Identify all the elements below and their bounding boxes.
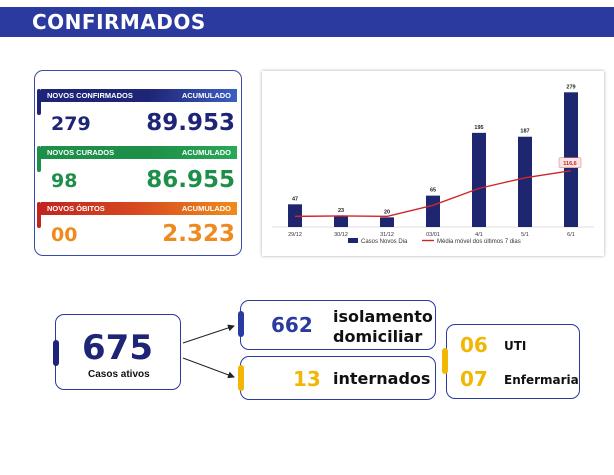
bar-value-label: 65 <box>430 188 436 194</box>
deaths-new: 00 <box>51 224 78 246</box>
bar-29/12 <box>288 204 302 227</box>
moving-average-badge <box>558 157 582 168</box>
isolation-label-line1: isolamento <box>333 307 433 326</box>
isolation-label-line2: domiciliar <box>333 327 423 346</box>
cases-chart: 47 29/12 23 30/12 20 31/12 65 03/01 195 4/1 187 5/1… <box>272 84 594 245</box>
bar-4/1 <box>472 132 486 227</box>
x-tick-label: 30/12 <box>334 232 348 238</box>
x-tick-label: 03/01 <box>426 232 440 238</box>
deaths-label: NOVOS ÓBITOS <box>47 204 105 213</box>
active-accent <box>53 340 59 366</box>
bar-31/12 <box>380 217 394 227</box>
icu-count: 06 <box>460 333 488 357</box>
isolation-count: 662 <box>271 313 313 337</box>
hospitalized-accent <box>238 365 244 391</box>
deaths-accent <box>37 202 41 228</box>
icu-label: UTI <box>504 339 527 353</box>
ward-label: Enfermaria <box>504 373 579 387</box>
confirmed-new: 279 <box>51 113 91 135</box>
arrow-to-hospitalized <box>182 357 235 379</box>
legend-line-label: Média móvel dos últimos 7 dias <box>437 239 521 245</box>
x-tick-label: 6/1 <box>567 232 575 238</box>
recovered-acc-label: ACUMULADO <box>181 148 231 157</box>
header-banner: CONFIRMADOS <box>0 7 614 37</box>
bar-value-label: 23 <box>338 208 344 214</box>
bar-value-label: 187 <box>520 129 529 135</box>
page-title: CONFIRMADOS <box>32 10 206 34</box>
confirmed-accent <box>37 89 41 115</box>
hospitalized-count: 13 <box>293 367 321 391</box>
deaths-total: 2.323 <box>162 221 235 247</box>
recovered-total: 86.955 <box>146 167 235 193</box>
recovered-header: NOVOS CURADOS ACUMULADO <box>37 146 237 172</box>
isolation-box: 662 isolamento domiciliar <box>240 300 436 350</box>
active-cases-box: 675 Casos ativos <box>55 314 181 390</box>
moving-average-value: 116,6 <box>563 161 576 167</box>
recovered-new: 98 <box>51 170 78 192</box>
confirmed-header: NOVOS CONFIRMADOS ACUMULADO <box>37 89 237 115</box>
moving-average-line <box>294 170 572 218</box>
bar-value-label: 47 <box>292 196 298 202</box>
deaths-acc-label: ACUMULADO <box>181 204 231 213</box>
bar-value-label: 195 <box>474 125 483 131</box>
arrow-to-isolation <box>182 324 235 344</box>
confirmed-acc-label: ACUMULADO <box>181 91 231 100</box>
cases-chart-panel: 47 29/12 23 30/12 20 31/12 65 03/01 195 4/1 187 5/1… <box>262 71 604 256</box>
x-tick-label: 4/1 <box>475 232 483 238</box>
bar-5/1 <box>518 136 532 227</box>
x-tick-label: 29/12 <box>288 232 302 238</box>
stats-panel: NOVOS CONFIRMADOS ACUMULADO 279 89.953 N… <box>34 70 242 256</box>
active-cases-count: 675 <box>82 328 153 368</box>
legend-bars-label: Casos Novos Dia <box>361 239 408 245</box>
legend-bar-swatch <box>348 238 358 243</box>
bar-30/12 <box>334 215 348 227</box>
recovered-accent <box>37 146 41 172</box>
active-cases-label: Casos ativos <box>88 369 150 380</box>
x-tick-label: 5/1 <box>521 232 529 238</box>
ward-count: 07 <box>460 367 488 391</box>
recovered-label: NOVOS CURADOS <box>47 148 115 157</box>
hospitalized-label: internados <box>333 369 431 388</box>
x-tick-label: 31/12 <box>380 232 394 238</box>
hospital-breakdown-box: 06 UTI 07 Enfermaria <box>446 324 580 399</box>
hospitalized-box: 13 internados <box>240 356 436 400</box>
bar-value-label: 20 <box>384 209 390 215</box>
hospital-breakdown-accent <box>442 348 448 374</box>
isolation-accent <box>238 311 244 337</box>
confirmed-label: NOVOS CONFIRMADOS <box>47 91 133 100</box>
confirmed-total: 89.953 <box>146 110 235 136</box>
bar-value-label: 279 <box>566 84 575 90</box>
deaths-header: NOVOS ÓBITOS ACUMULADO <box>37 202 237 228</box>
